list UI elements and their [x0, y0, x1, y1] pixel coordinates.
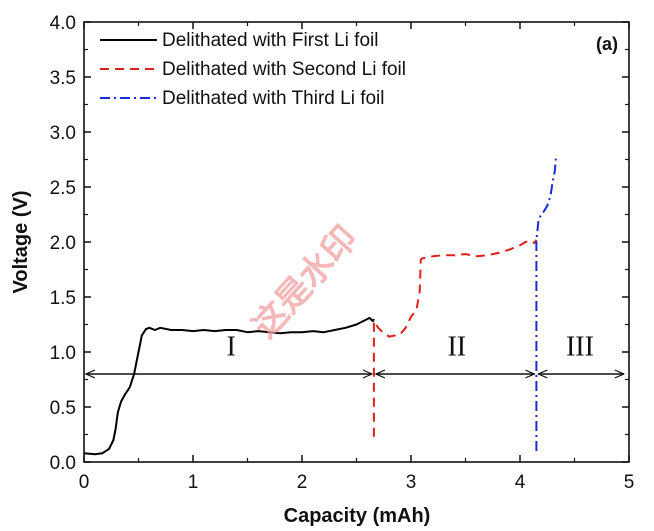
y-tick-label: 3.0	[50, 123, 76, 144]
series-line-2	[372, 239, 538, 437]
x-tick-label: 3	[406, 472, 417, 493]
legend-label-3: Delithated with Third Li foil	[162, 88, 384, 109]
x-tick-label: 0	[79, 472, 90, 493]
x-tick-label: 4	[515, 472, 526, 493]
series-line-3	[535, 156, 557, 451]
region-label-1: I	[226, 331, 235, 362]
panel-label: (a)	[596, 34, 618, 54]
x-tick-label: 2	[297, 472, 308, 493]
y-tick-label: 0.5	[50, 398, 76, 419]
region-annotations: I II III	[86, 331, 624, 374]
series-line-1	[83, 316, 375, 456]
y-tick-label: 0.0	[50, 453, 76, 474]
region-label-3: III	[566, 331, 594, 362]
y-tick-labels: 0.0 0.5 1.0 1.5 2.0 2.5 3.0 3.5 4.0	[50, 13, 76, 474]
y-tick-label: 3.5	[50, 68, 76, 89]
legend-label-1: Delithated with First Li foil	[162, 30, 378, 51]
axis-ticks	[83, 21, 630, 463]
legend: Delithated with First Li foil Delithated …	[100, 30, 406, 109]
x-tick-label: 1	[188, 472, 199, 493]
y-tick-label: 2.0	[50, 233, 76, 254]
x-tick-label: 5	[624, 472, 635, 493]
x-tick-labels: 0 1 2 3 4 5	[79, 472, 635, 493]
region-label-2: II	[447, 331, 466, 362]
x-axis-title: Capacity (mAh)	[284, 505, 431, 527]
y-tick-label: 1.0	[50, 343, 76, 364]
legend-label-2: Delithated with Second Li foil	[162, 59, 406, 80]
y-tick-label: 2.5	[50, 178, 76, 199]
y-tick-label: 4.0	[50, 13, 76, 34]
y-axis-title: Voltage (V)	[10, 191, 32, 294]
y-tick-label: 1.5	[50, 288, 76, 309]
series-layer	[83, 156, 557, 456]
